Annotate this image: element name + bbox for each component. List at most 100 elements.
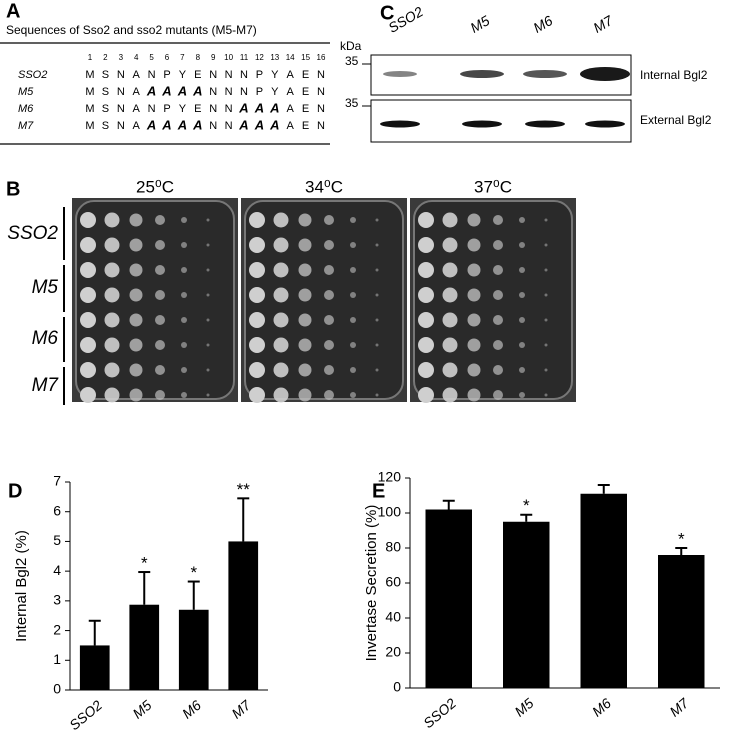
colony-spot [418,362,434,378]
y-tick-label: 80 [385,539,401,555]
colony-spot [519,242,525,248]
residue: A [192,117,202,132]
plate-rim [244,200,404,400]
colony-spot [273,337,289,353]
residue: E [302,86,309,98]
residue: P [256,86,263,98]
bar [425,509,472,688]
colony-spot [80,212,96,228]
residue: M [85,86,94,98]
temperature-label: 37⁰C [474,177,512,196]
colony-spot [375,343,379,347]
y-tick-label: 5 [53,532,61,548]
y-tick-label: 2 [53,621,61,637]
bar [580,493,627,688]
colony-spot [155,215,165,225]
colony-spot [273,262,289,278]
significance-label: * [190,563,197,582]
band [462,120,502,128]
colony-spot [80,237,96,253]
position-number: 16 [317,53,326,62]
residue: E [302,103,309,115]
blot-label: Internal Bgl2 [640,68,708,82]
temperature-label: 34⁰C [305,177,343,196]
x-tick-label: SSO2 [420,695,459,731]
colony-spot [129,213,143,227]
residue: A [269,117,279,132]
colony-spot [155,315,165,325]
colony-spot [418,312,434,328]
x-tick-label: M7 [666,694,692,720]
colony-spot [206,318,210,322]
band [380,120,420,128]
residue: Y [179,69,187,81]
colony-spot [298,388,312,402]
temperature-label: 25⁰C [136,177,174,196]
position-number: 14 [286,53,295,62]
colony-spot [273,237,289,253]
colony-spot [324,315,334,325]
residue: N [240,69,248,81]
residue: M [85,103,94,115]
y-tick-label: 6 [53,502,61,518]
colony-spot [442,262,458,278]
residue: N [148,103,156,115]
plate-rim [75,200,235,400]
residue: P [163,103,170,115]
residue: N [117,86,125,98]
y-tick-label: 60 [385,574,401,590]
colony-spot [375,243,379,247]
strain-name: M7 [18,120,34,132]
colony-spot [375,318,379,322]
position-number: 2 [103,53,108,62]
colony-spot [104,262,120,278]
bar [228,541,259,690]
residue: E [302,69,309,81]
residue: N [225,120,233,132]
y-tick-label: 0 [393,679,401,695]
residue: M [85,69,94,81]
bar [178,609,209,690]
residue: S [102,120,109,132]
strain-label: M5 [32,277,59,298]
colony-spot [273,312,289,328]
colony-spot [493,240,503,250]
colony-spot [324,290,334,300]
colony-spot [324,265,334,275]
x-tick-label: SSO2 [66,697,105,733]
residue: A [238,117,248,132]
residue: A [133,120,141,132]
significance-label: * [678,529,685,548]
colony-spot [129,388,143,402]
strain-name: SSO2 [18,69,47,81]
residue: A [161,117,171,132]
colony-spot [273,212,289,228]
blot-box [370,99,632,143]
colony-spot [544,368,548,372]
band [525,120,565,128]
residue: A [177,117,187,132]
colony-spot [249,312,265,328]
colony-spot [350,317,356,323]
colony-spot [442,362,458,378]
band [460,70,504,78]
band [585,120,625,128]
colony-spot [249,362,265,378]
y-axis-label: Invertase Secretion (%) [363,505,380,662]
residue: A [287,69,295,81]
colony-spot [298,363,312,377]
position-number: 7 [180,53,185,62]
bar [658,555,705,688]
colony-spot [249,387,265,403]
colony-spot [375,393,379,397]
colony-spot [442,237,458,253]
y-tick-label: 3 [53,592,61,608]
colony-spot [298,213,312,227]
bar [129,604,160,690]
residue: A [133,86,141,98]
colony-spot [418,387,434,403]
colony-spot [350,217,356,223]
colony-spot [418,262,434,278]
colony-spot [324,215,334,225]
